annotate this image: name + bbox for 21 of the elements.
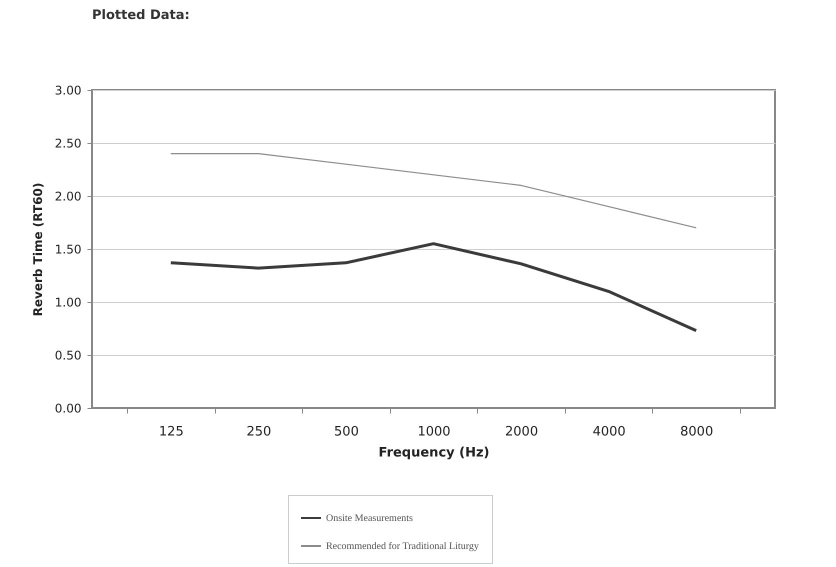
x-tick-label: 4000 xyxy=(592,424,626,440)
y-tick-label: 2.50 xyxy=(54,136,82,150)
x-tick-label: 125 xyxy=(158,424,184,440)
x-tick-label: 8000 xyxy=(680,424,714,440)
y-tick-label: 2.00 xyxy=(54,190,82,204)
legend-label: Recommended for Traditional Liturgy xyxy=(326,541,479,552)
x-tick-label: 250 xyxy=(246,424,272,440)
line-series xyxy=(170,153,697,228)
x-tick-label: 2000 xyxy=(505,424,538,440)
y-axis-title: Reverb Time (RT60) xyxy=(30,182,45,316)
chart-title: Plotted Data: xyxy=(92,8,190,23)
y-tick-label: 3.00 xyxy=(54,84,82,98)
line-series xyxy=(169,242,698,332)
y-tick-label: 1.50 xyxy=(54,242,82,256)
y-tick-label: 0.50 xyxy=(54,348,82,362)
x-tick-label: 500 xyxy=(334,424,359,440)
y-tick-label: 0.00 xyxy=(54,402,82,416)
y-tick-label: 1.00 xyxy=(54,296,82,310)
legend-label: Onsite Measurements xyxy=(326,513,414,524)
x-tick-label: 1000 xyxy=(417,424,451,440)
x-axis-title: Frequency (Hz) xyxy=(378,446,490,460)
